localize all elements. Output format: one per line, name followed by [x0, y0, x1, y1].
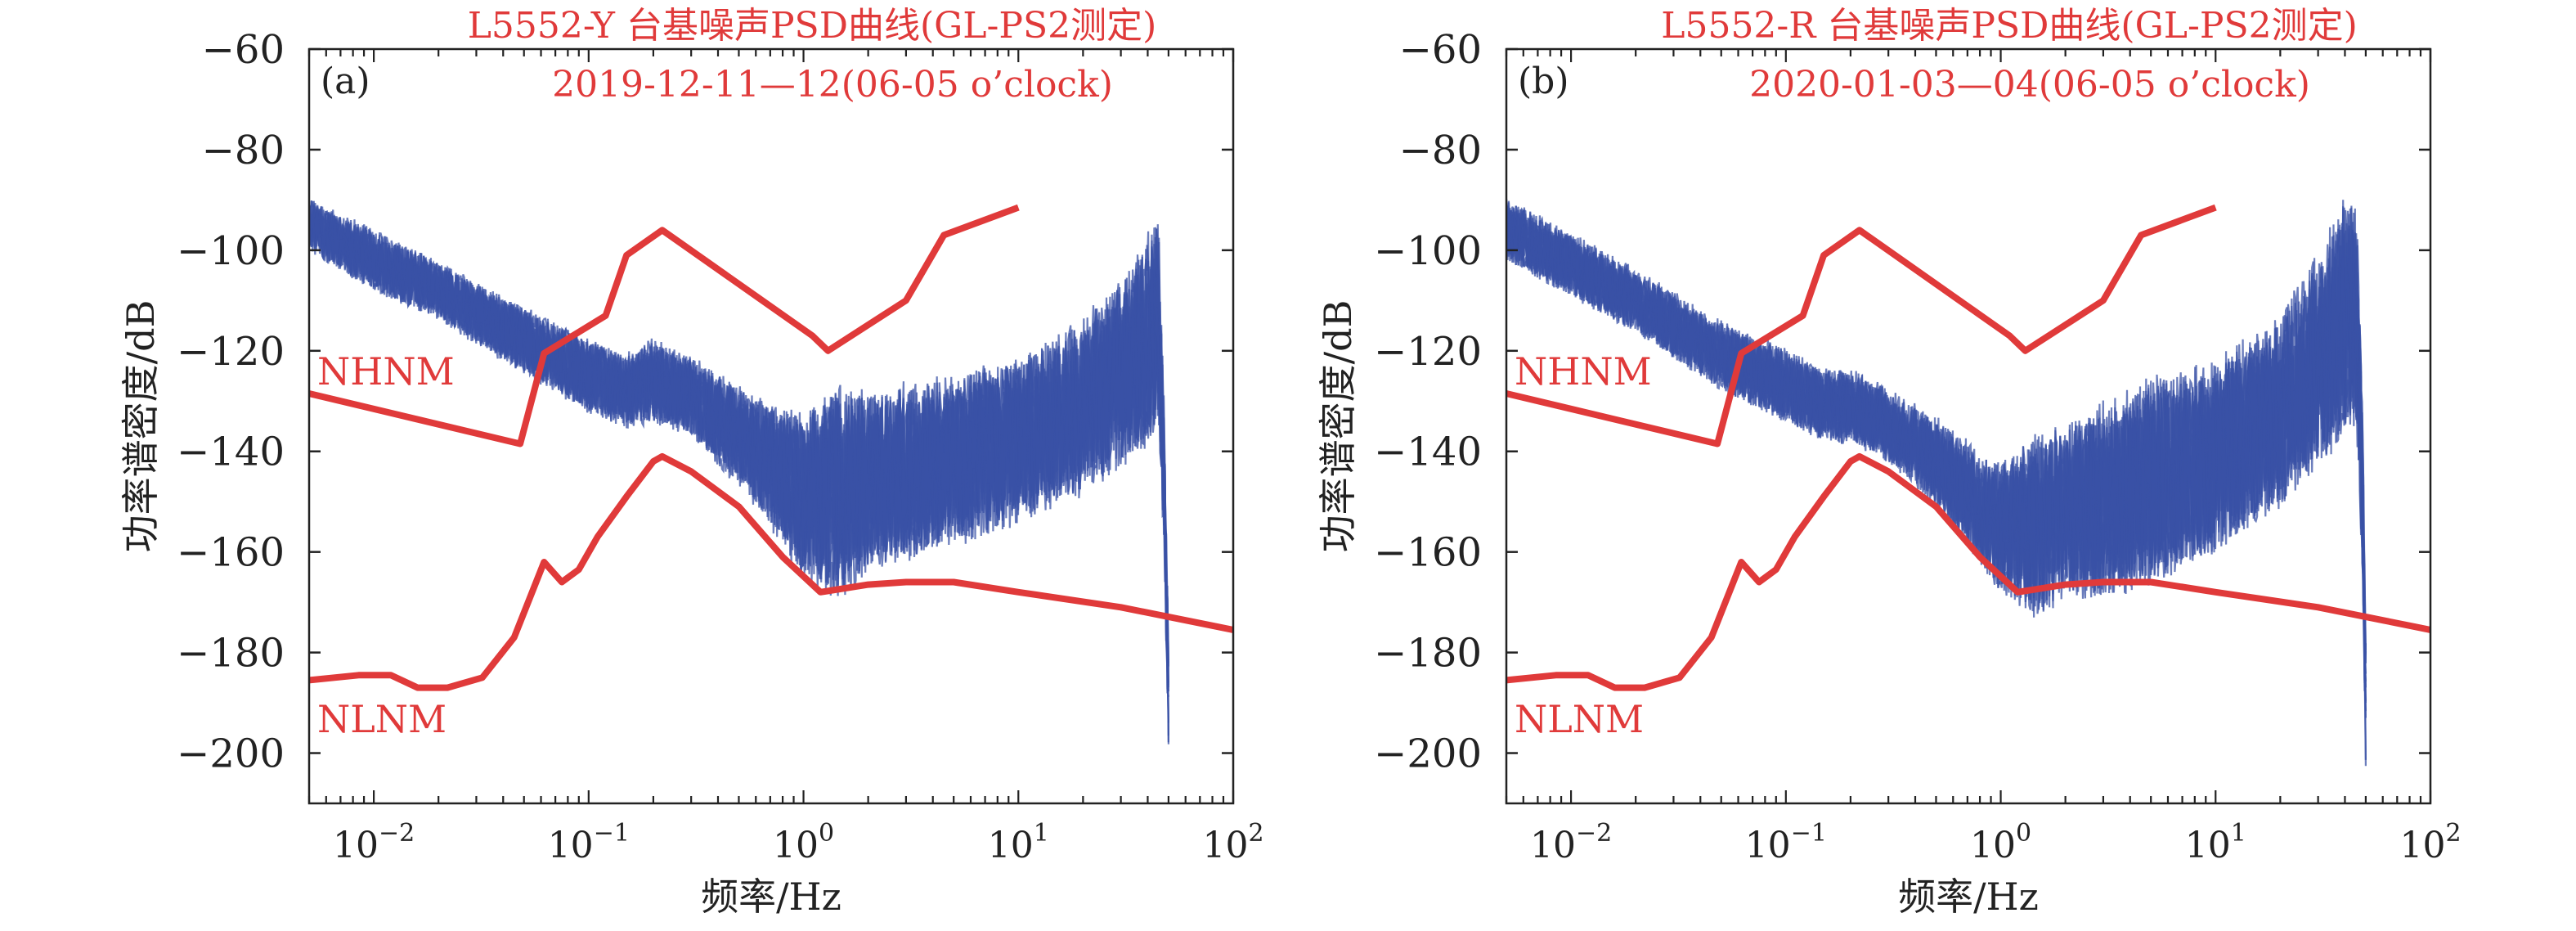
x-tick-label-exponent: −2 [1576, 819, 1612, 848]
x-tick-label-base: 10 [548, 825, 594, 866]
y-tick-label: −140 [1374, 430, 1482, 475]
x-tick-label: 10−2 [333, 819, 415, 866]
y-tick-label: −120 [1374, 329, 1482, 375]
x-tick-label: 100 [773, 819, 834, 866]
x-tick-label-base: 10 [333, 825, 379, 866]
nlnm-annotation: NLNM [1515, 697, 1644, 741]
nhnm-curve [1506, 204, 2217, 448]
chart-title: L5552-Y 台基噪声PSD曲线(GL-PS2测定) [468, 5, 1157, 47]
nhnm-curve [309, 204, 1020, 448]
plot-area [1506, 198, 2430, 767]
y-tick-label: −80 [202, 128, 285, 173]
x-tick-label-base: 10 [1970, 825, 2016, 866]
y-tick-label: −160 [1374, 530, 1482, 576]
y-tick-label: −200 [1374, 731, 1482, 777]
x-tick-label: 10−1 [548, 819, 630, 866]
x-tick-label-exponent: −1 [1791, 819, 1827, 848]
x-tick-label-exponent: −2 [379, 819, 415, 848]
axes-frame [307, 47, 1235, 805]
y-tick-label: −80 [1399, 128, 1482, 173]
y-axis-label: 功率谱密度/dB [1316, 300, 1360, 553]
x-tick-label-exponent: −1 [594, 819, 630, 848]
plot-area [309, 200, 1233, 744]
x-tick-label: 102 [2399, 819, 2461, 866]
x-tick-label-base: 10 [988, 825, 1034, 866]
x-tick-label-exponent: 0 [2016, 819, 2031, 848]
y-tick-label: −60 [1399, 27, 1482, 73]
chart-subtitle: 2020-01-03—04(06-05 o’clock) [1749, 64, 2310, 106]
x-tick-label-base: 10 [2185, 825, 2231, 866]
psd-trace [309, 209, 1169, 692]
psd-trace [1506, 205, 2367, 667]
y-tick-label: −180 [177, 631, 285, 677]
y-tick-label: −180 [1374, 631, 1482, 677]
x-tick-label-exponent: 2 [2445, 819, 2461, 848]
nhnm-annotation: NHNM [1515, 349, 1652, 394]
y-tick-label: −160 [177, 530, 285, 576]
x-axis-label: 频率/Hz [701, 875, 841, 919]
nhnm-annotation: NHNM [317, 349, 455, 394]
y-tick-label: −120 [177, 329, 285, 375]
panel-label: (a) [321, 61, 370, 102]
x-tick-label: 101 [988, 819, 1049, 866]
psd-trace [309, 205, 1169, 743]
x-tick-label: 100 [1970, 819, 2031, 866]
y-axis-label: 功率谱密度/dB [119, 300, 163, 553]
x-tick-label: 102 [1202, 819, 1263, 866]
y-tick-label: −200 [177, 731, 285, 777]
x-tick-label-base: 10 [1745, 825, 1791, 866]
chart-title: L5552-R 台基噪声PSD曲线(GL-PS2测定) [1661, 5, 2358, 47]
x-tick-label-exponent: 1 [1034, 819, 1049, 848]
axes-frame [1505, 47, 2432, 805]
x-tick-label: 10−1 [1745, 819, 1827, 866]
nlnm-curve [1506, 452, 2430, 691]
nlnm-curve [309, 452, 1233, 691]
panel-label: (b) [1518, 61, 1569, 102]
y-tick-label: −100 [1374, 228, 1482, 274]
y-tick-label: −60 [202, 27, 285, 73]
x-tick-label: 101 [2185, 819, 2246, 866]
chart-subtitle: 2019-12-11—12(06-05 o’clock) [552, 64, 1113, 106]
x-tick-label-base: 10 [1202, 825, 1248, 866]
x-axis-label: 频率/Hz [1898, 875, 2039, 919]
x-tick-label-exponent: 0 [819, 819, 834, 848]
y-tick-label: −140 [177, 430, 285, 475]
x-tick-label-base: 10 [773, 825, 819, 866]
x-tick-label-base: 10 [1530, 825, 1576, 866]
x-tick-label-exponent: 2 [1248, 819, 1263, 848]
x-tick-label: 10−2 [1530, 819, 1612, 866]
x-tick-label-base: 10 [2399, 825, 2445, 866]
x-tick-label-exponent: 1 [2231, 819, 2246, 848]
y-tick-label: −100 [177, 228, 285, 274]
nlnm-annotation: NLNM [317, 697, 447, 741]
